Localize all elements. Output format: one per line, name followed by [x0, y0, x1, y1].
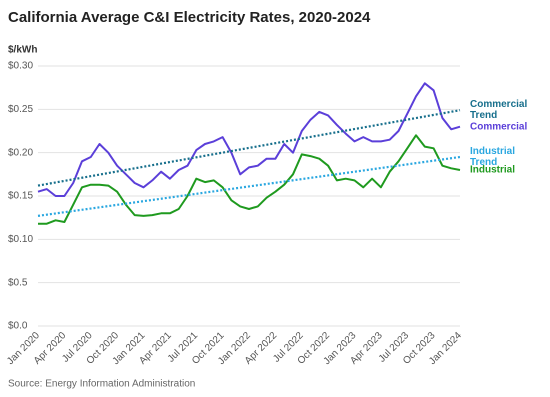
y-tick-label: $0.0 — [8, 321, 28, 332]
series-label: Commercial Trend — [470, 99, 527, 121]
y-axis-label: $/kWh — [8, 45, 37, 56]
trend-line — [37, 155, 461, 217]
series-line — [37, 82, 461, 197]
y-tick-label: $0.10 — [8, 234, 33, 245]
y-tick-label: $0.30 — [8, 61, 33, 72]
y-tick-label: $0.25 — [8, 104, 33, 115]
source: Source: Energy Information Administratio… — [8, 379, 195, 390]
y-tick-label: $0.20 — [8, 147, 33, 158]
trend-line — [37, 109, 461, 187]
chart-title: California Average C&I Electricity Rates… — [8, 9, 371, 26]
y-tick-label: $0.15 — [8, 191, 33, 202]
y-tick-label: $0.5 — [8, 277, 28, 288]
series-line — [38, 134, 461, 225]
series-label: Industrial Trend — [470, 146, 515, 168]
series-label: Industrial — [470, 165, 515, 176]
series-label: Commercial — [470, 121, 527, 132]
